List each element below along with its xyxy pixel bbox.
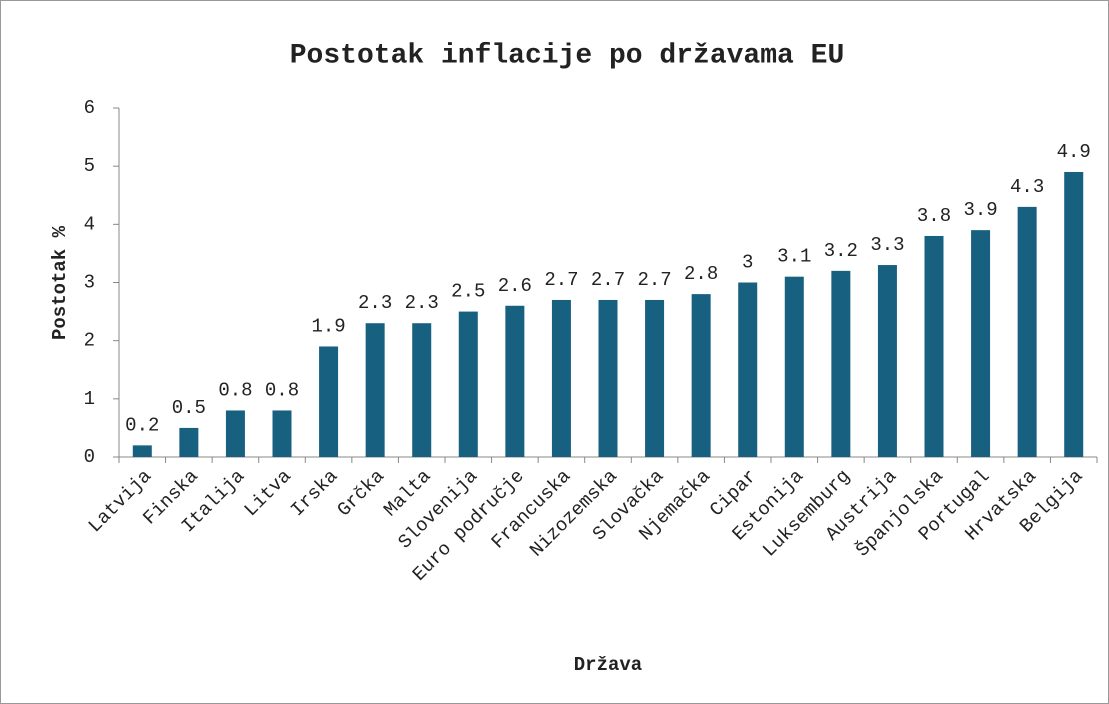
bar (132, 445, 152, 457)
data-label: 3 (742, 252, 753, 274)
bar (412, 323, 432, 457)
data-label: 1.9 (311, 315, 345, 337)
y-tick-label: 3 (84, 272, 95, 294)
y-tick-label: 4 (84, 213, 95, 235)
bar (179, 427, 199, 457)
data-label: 0.8 (265, 379, 299, 401)
bar (738, 282, 758, 457)
data-label: 3.1 (777, 246, 811, 268)
y-axis-title: Postotak % (49, 225, 71, 340)
data-label: 2.3 (358, 292, 392, 314)
data-label: 2.7 (637, 269, 671, 291)
data-label: 2.8 (684, 263, 718, 285)
bar (691, 294, 711, 457)
bar (458, 311, 478, 457)
data-label: 2.3 (405, 292, 439, 314)
bar (319, 346, 339, 457)
bar (272, 410, 292, 457)
data-label: 4.3 (1010, 176, 1044, 198)
bar (225, 410, 245, 457)
data-label: 2.6 (498, 275, 532, 297)
data-label: 2.5 (451, 281, 485, 303)
bar (1017, 206, 1037, 457)
bar (598, 299, 618, 457)
x-axis-title: Država (574, 654, 642, 676)
y-tick-label: 5 (84, 155, 95, 177)
data-label: 3.8 (917, 205, 951, 227)
y-tick-label: 6 (84, 97, 95, 119)
bar (784, 276, 804, 457)
chart-title: Postotak inflacije po državama EU (290, 40, 845, 71)
bar (365, 323, 385, 457)
data-label: 4.9 (1057, 141, 1091, 163)
data-label: 2.7 (544, 269, 578, 291)
bar (971, 230, 991, 457)
data-label: 2.7 (591, 269, 625, 291)
data-label: 3.3 (870, 234, 904, 256)
data-label: 0.8 (218, 379, 252, 401)
bar (645, 299, 665, 457)
bar (1064, 171, 1084, 457)
data-label: 3.2 (824, 240, 858, 262)
y-tick-label: 1 (84, 388, 95, 410)
data-label: 0.5 (172, 397, 206, 419)
bar (924, 235, 944, 457)
bar (877, 265, 897, 457)
bar (551, 299, 571, 457)
y-tick-label: 0 (84, 446, 95, 468)
bar (831, 270, 851, 457)
bar (505, 305, 525, 457)
data-label: 3.9 (963, 199, 997, 221)
data-label: 0.2 (125, 414, 159, 436)
y-tick-label: 2 (84, 330, 95, 352)
